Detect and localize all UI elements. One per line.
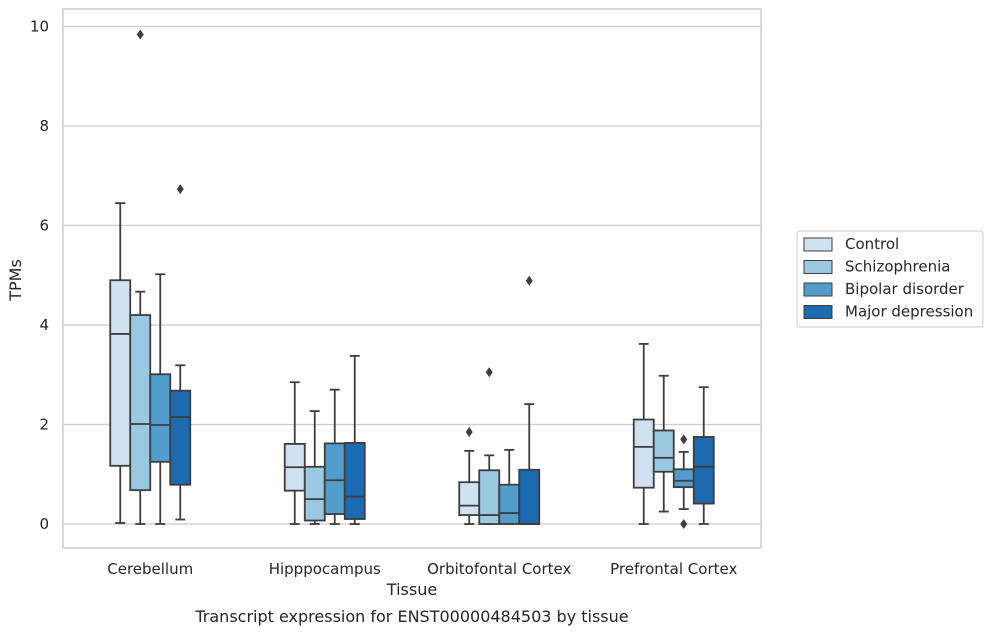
y-tick-label: 4 xyxy=(39,316,49,334)
box-iqr xyxy=(498,483,521,525)
box-iqr xyxy=(458,481,481,516)
box-iqr xyxy=(149,373,172,463)
box-cerebellum-bipolar-disorder xyxy=(149,273,172,525)
box-orbitofontal-cortex-major-depression xyxy=(518,275,541,525)
legend-swatch xyxy=(803,305,833,319)
legend-item-schizophrenia: Schizophrenia xyxy=(803,258,950,276)
box-prefrontal-cortex-bipolar-disorder xyxy=(672,434,695,529)
box-iqr xyxy=(518,468,541,525)
y-tick-label: 2 xyxy=(39,416,49,434)
x-tick-label: Prefrontal Cortex xyxy=(610,560,737,578)
x-tick-labels: Cerebellum Hipppocampus Orbitofontal Corte… xyxy=(107,560,737,578)
outlier-point xyxy=(136,29,144,40)
x-tick-label: Hipppocampus xyxy=(269,560,381,578)
box-orbitofontal-cortex-control xyxy=(458,426,481,525)
legend-item-bipolar-disorder: Bipolar disorder xyxy=(803,280,965,298)
legend-label: Control xyxy=(845,235,899,253)
y-tick-label: 10 xyxy=(30,18,49,36)
legend-label: Major depression xyxy=(845,303,973,321)
box-iqr xyxy=(323,442,346,515)
box-hipppocampus-major-depression xyxy=(343,354,366,525)
box-prefrontal-cortex-major-depression xyxy=(692,386,715,525)
box-cerebellum-schizophrenia xyxy=(129,29,152,525)
legend-swatch xyxy=(803,237,833,252)
outlier-point xyxy=(680,519,688,529)
outlier-point xyxy=(680,434,688,445)
y-tick-label: 6 xyxy=(39,217,49,235)
legend-swatch xyxy=(803,260,833,274)
box-orbitofontal-cortex-schizophrenia xyxy=(478,367,501,525)
outlier-point xyxy=(485,367,493,378)
box-iqr xyxy=(303,465,326,522)
chart-caption: Transcript expression for ENST0000048450… xyxy=(194,607,628,626)
y-tick-label: 0 xyxy=(39,515,49,533)
box-cerebellum-control xyxy=(109,202,132,524)
x-tick-label: Orbitofontal Cortex xyxy=(427,560,571,578)
y-tick-labels: 0 2 4 6 8 10 xyxy=(30,18,49,534)
legend-swatch xyxy=(803,282,833,297)
box-iqr xyxy=(692,436,715,505)
y-axis-title: TPMs xyxy=(6,259,25,302)
legend-item-major-depression: Major depression xyxy=(803,303,973,321)
outlier-point xyxy=(176,184,184,195)
legend: Control Schizophrenia Bipolar disorder Majo… xyxy=(796,230,984,328)
legend-label: Schizophrenia xyxy=(845,258,950,276)
box-prefrontal-cortex-control xyxy=(632,343,655,525)
legend-label: Bipolar disorder xyxy=(845,280,965,298)
x-tick-label: Cerebellum xyxy=(107,560,193,578)
legend-item-control: Control xyxy=(803,235,899,253)
box-prefrontal-cortex-schizophrenia xyxy=(652,374,675,513)
box-hipppocampus-schizophrenia xyxy=(303,410,326,525)
box-iqr xyxy=(652,429,675,473)
x-axis-title: Tissue xyxy=(386,580,437,599)
box-iqr xyxy=(169,389,192,486)
box-orbitofontal-cortex-bipolar-disorder xyxy=(498,448,521,525)
box-iqr xyxy=(343,442,366,520)
box-iqr xyxy=(672,468,695,489)
y-tick-label: 8 xyxy=(39,117,49,135)
box-hipppocampus-control xyxy=(283,381,306,525)
box-iqr xyxy=(129,314,152,492)
outlier-point xyxy=(525,275,533,286)
box-hipppocampus-bipolar-disorder xyxy=(323,388,346,525)
box-iqr xyxy=(632,418,655,489)
box-cerebellum-major-depression xyxy=(169,184,192,521)
box-groups xyxy=(109,29,715,529)
plot-frame xyxy=(62,8,762,549)
box-iqr xyxy=(109,279,132,467)
outlier-point xyxy=(465,426,473,437)
legend-frame xyxy=(796,230,984,328)
